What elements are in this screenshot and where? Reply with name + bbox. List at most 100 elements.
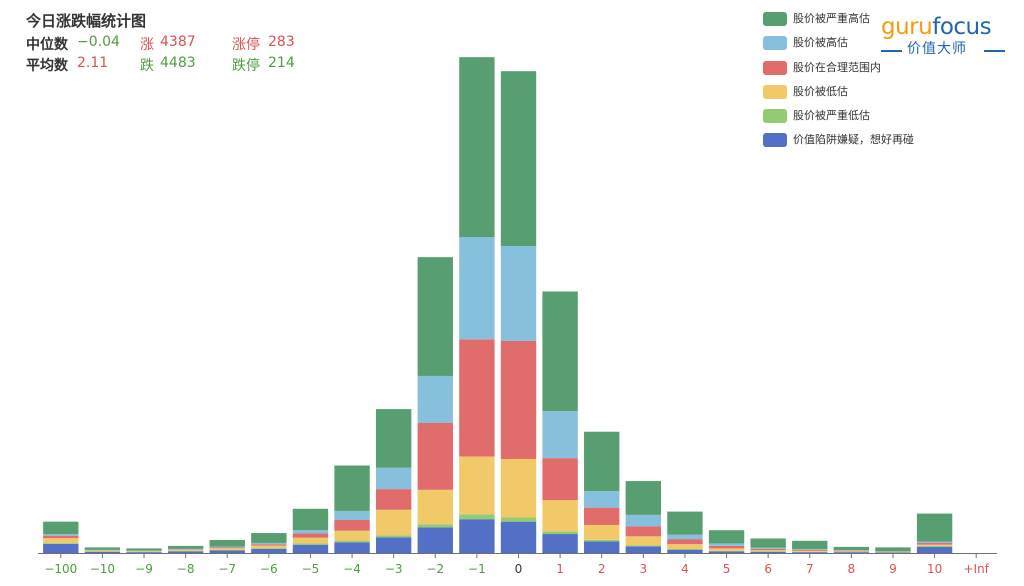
bar-segment-6-series-2 xyxy=(292,537,329,544)
bar-segment-13-series-2 xyxy=(584,524,620,540)
bar-segment-8-series-1 xyxy=(375,535,412,538)
mean-label: 平均数 xyxy=(26,58,68,74)
bar-segment-16-series-3 xyxy=(708,545,745,549)
bar-segment-21-series-3 xyxy=(916,542,953,545)
logo-left-rule xyxy=(881,50,902,52)
x-tick-label-1: −10 xyxy=(90,562,115,576)
bar-segment-13-series-1 xyxy=(584,539,620,542)
bar-segment-10-series-4 xyxy=(459,237,495,340)
bar-segment-4-series-5 xyxy=(209,539,245,547)
x-tick-label-22: +Inf xyxy=(963,562,989,576)
bar-segment-10-series-1 xyxy=(459,514,495,520)
bar-segment-15-series-0 xyxy=(667,549,703,553)
limit-down-value: 214 xyxy=(268,55,295,71)
x-tick-label-0: −100 xyxy=(44,562,77,576)
bar-segment-12-series-2 xyxy=(542,500,578,532)
bar-segment-12-series-4 xyxy=(542,411,578,459)
bar-segment-21-series-1 xyxy=(916,545,953,547)
bar-segment-16-series-2 xyxy=(708,548,745,551)
bar-segment-17-series-4 xyxy=(750,547,786,549)
bar-segment-8-series-4 xyxy=(375,467,412,490)
up-value: 4387 xyxy=(160,34,196,50)
bar-segment-21-series-0 xyxy=(916,546,953,553)
bar-segment-14-series-2 xyxy=(625,536,662,546)
chart-title: 今日涨跌幅统计图 xyxy=(26,12,147,30)
bar-segment-5-series-0 xyxy=(251,548,287,554)
x-tick-label-13: 2 xyxy=(598,562,606,576)
bar-segment-11-series-4 xyxy=(500,246,537,341)
bar-segment-15-series-1 xyxy=(667,549,703,550)
bar-segment-17-series-5 xyxy=(750,538,786,548)
bar-segment-9-series-2 xyxy=(417,489,453,525)
x-tick-label-20: 9 xyxy=(889,562,897,576)
bar-segment-4-series-2 xyxy=(209,548,245,550)
legend-swatch xyxy=(763,109,787,124)
up-label: 涨 xyxy=(140,37,154,53)
mean-value: 2.11 xyxy=(77,55,109,71)
bar-segment-15-series-2 xyxy=(667,544,703,550)
bar-segment-6-series-5 xyxy=(292,508,329,531)
bar-segment-12-series-3 xyxy=(542,458,578,501)
bar-segment-2-series-0 xyxy=(126,552,162,553)
logo-wordmark: gurufocus xyxy=(881,14,1005,40)
bar-segment-11-series-5 xyxy=(500,71,537,247)
legend-swatch xyxy=(763,60,787,75)
bar-segment-11-series-0 xyxy=(500,521,537,553)
legend-label: 股价被低估 xyxy=(793,84,848,98)
bar-segment-8-series-3 xyxy=(375,489,412,510)
bar-segment-18-series-5 xyxy=(792,540,828,550)
bar-segment-7-series-1 xyxy=(334,540,370,543)
bar-segment-6-series-1 xyxy=(292,543,329,545)
bar-segment-8-series-0 xyxy=(375,537,412,554)
bar-segment-13-series-5 xyxy=(584,431,620,492)
x-tick-label-21: 10 xyxy=(927,562,942,576)
median-value: −0.04 xyxy=(77,34,120,50)
bar-segment-8-series-5 xyxy=(375,409,412,468)
bar-segment-14-series-0 xyxy=(625,546,662,553)
bar-segment-2-series-2 xyxy=(126,551,162,552)
bar-segment-17-series-2 xyxy=(750,550,786,552)
bar-segment-17-series-0 xyxy=(750,551,786,553)
bar-segment-14-series-1 xyxy=(625,545,662,547)
bar-segment-11-series-3 xyxy=(500,340,537,459)
bar-segment-0-series-3 xyxy=(43,535,79,539)
bar-segment-0-series-1 xyxy=(43,543,79,544)
bar-segment-0-series-4 xyxy=(43,534,79,536)
bar-segment-11-series-1 xyxy=(500,517,537,522)
bar-segment-21-series-2 xyxy=(916,544,953,546)
bar-segment-19-series-5 xyxy=(833,546,870,551)
x-tick-label-16: 5 xyxy=(723,562,731,576)
bar-segment-4-series-3 xyxy=(209,547,245,549)
bar-segment-17-series-3 xyxy=(750,548,786,551)
bar-segment-20-series-5 xyxy=(875,547,911,552)
bar-segment-4-series-0 xyxy=(209,550,245,553)
bar-segment-16-series-5 xyxy=(708,530,745,544)
bar-segment-5-series-3 xyxy=(251,544,287,546)
bar-segment-15-series-5 xyxy=(667,511,703,535)
bar-segment-9-series-1 xyxy=(417,524,453,528)
bar-segment-7-series-2 xyxy=(334,530,370,541)
x-tick-label-18: 7 xyxy=(806,562,814,576)
logo-right-rule xyxy=(984,50,1005,52)
bar-segment-0-series-0 xyxy=(43,543,79,553)
limit-up-value: 283 xyxy=(268,34,295,50)
median-label: 中位数 xyxy=(26,37,68,53)
bar-segment-11-series-2 xyxy=(500,458,537,518)
bar-segment-1-series-0 xyxy=(84,551,121,553)
bar-segment-9-series-3 xyxy=(417,422,453,490)
bar-segment-0-series-2 xyxy=(43,538,79,544)
bar-segment-3-series-0 xyxy=(167,551,204,553)
legend-swatch xyxy=(763,133,787,148)
bar-segment-19-series-2 xyxy=(833,551,870,553)
x-tick-label-2: −9 xyxy=(135,562,153,576)
bar-segment-13-series-0 xyxy=(584,541,620,553)
bar-segment-1-series-2 xyxy=(84,550,121,552)
x-tick-label-15: 4 xyxy=(681,562,689,576)
bar-segment-18-series-2 xyxy=(792,550,828,552)
bar-segment-3-series-2 xyxy=(167,549,204,551)
bar-segment-15-series-4 xyxy=(667,534,703,540)
legend-label: 价值陷阱嫌疑，想好再碰 xyxy=(793,133,914,147)
down-value: 4483 xyxy=(160,55,196,71)
logo-guru: guru xyxy=(881,14,933,40)
